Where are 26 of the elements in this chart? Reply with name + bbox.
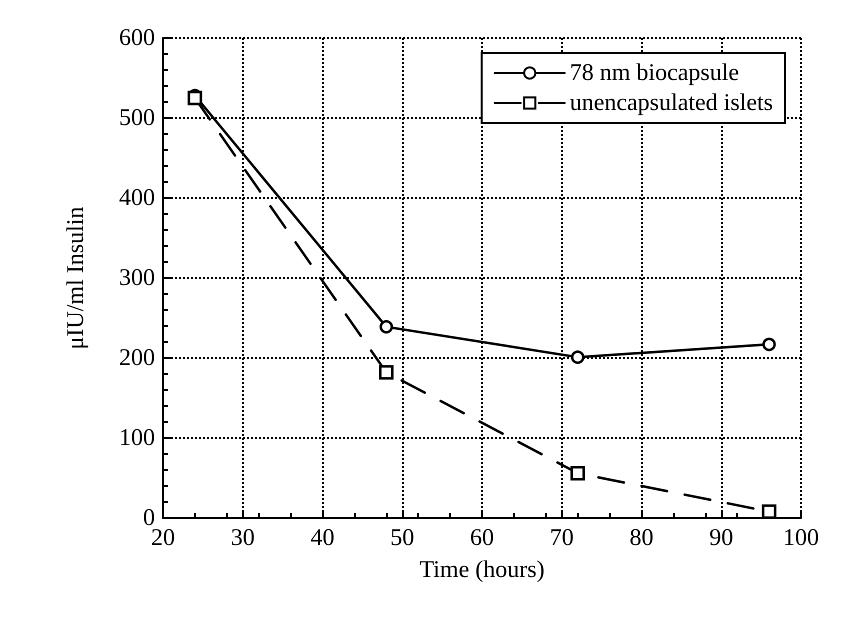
x-tick-label: 50: [390, 525, 414, 551]
legend-label: unencapsulated islets: [570, 90, 774, 116]
point: [762, 338, 776, 352]
x-tick-label: 90: [709, 525, 734, 551]
point: [570, 350, 584, 364]
x-tick-label: 60: [470, 525, 494, 551]
point: [188, 90, 202, 106]
y-tick-label: 500: [119, 105, 155, 131]
y-tick-label: 600: [119, 25, 155, 51]
x-tick-label: 80: [630, 525, 654, 551]
point: [380, 320, 394, 334]
y-tick-label: 300: [119, 265, 155, 291]
y-tick-label: 200: [119, 345, 155, 371]
x-tick-label: 100: [783, 525, 819, 551]
y-tick-label: 400: [119, 185, 155, 211]
x-tick-label: 20: [151, 525, 175, 551]
point: [762, 504, 776, 519]
point: [379, 365, 394, 380]
y-axis-title: μIU/ml Insulin: [63, 206, 89, 350]
x-axis-title: Time (hours): [419, 557, 545, 583]
x-tick-label: 70: [550, 525, 574, 551]
x-tick-label: 40: [310, 525, 334, 551]
y-tick-label: 100: [119, 425, 155, 451]
point: [570, 466, 585, 480]
legend-label: 78 nm biocapsule: [570, 60, 740, 86]
x-tick-label: 30: [230, 525, 255, 551]
